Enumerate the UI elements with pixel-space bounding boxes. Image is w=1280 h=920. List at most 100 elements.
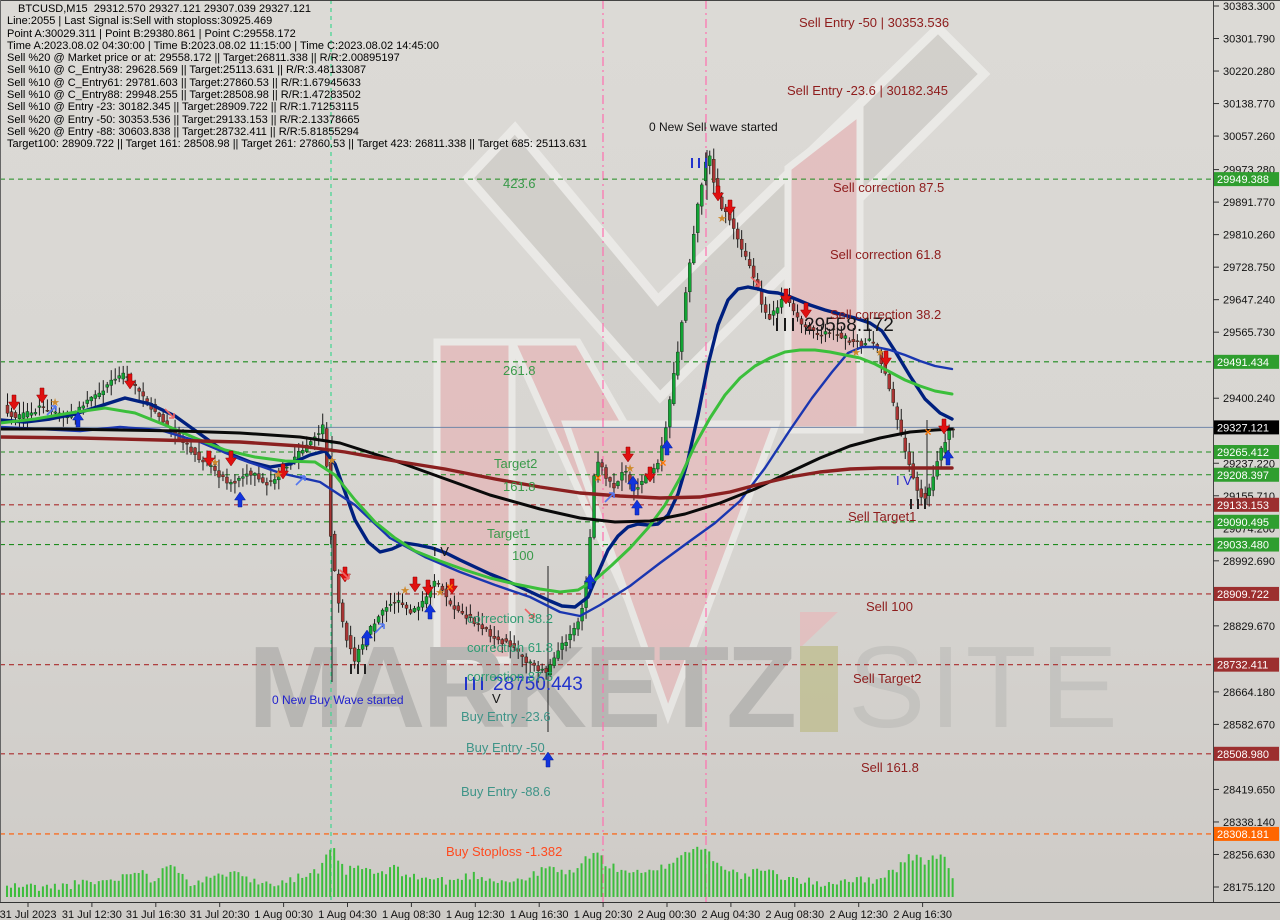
- candle-body: [616, 481, 620, 487]
- volume-bar: [333, 848, 336, 897]
- info-line: Sell %10 @ C_Entry61: 29781.603 || Targe…: [7, 76, 361, 89]
- price-tick-label: 29400.240: [1223, 393, 1275, 405]
- candle-body: [201, 459, 205, 463]
- candle-body: [560, 642, 564, 650]
- candle-body: [859, 340, 864, 347]
- info-line: Sell %20 @ Entry -50: 30353.536 || Targe…: [7, 113, 360, 126]
- volume-bar: [560, 869, 563, 897]
- candle-body: [460, 611, 465, 614]
- candle-body: [213, 466, 217, 471]
- candle-body: [779, 299, 784, 308]
- volume-bar: [644, 872, 647, 897]
- volume-bar: [357, 865, 360, 897]
- volume-bar: [931, 855, 934, 897]
- volume-bar: [69, 889, 72, 897]
- candle-body: [368, 626, 373, 635]
- price-tag-green: [1214, 467, 1279, 482]
- candle-body: [520, 654, 524, 657]
- chart-annotation: V: [492, 691, 501, 706]
- volume-bar: [161, 868, 164, 897]
- price-tick-label: 28829.670: [1223, 621, 1275, 633]
- sell-arrow-icon: [880, 350, 892, 367]
- volume-bar: [189, 886, 192, 897]
- volume-bar: [899, 862, 902, 897]
- candle-body: [161, 414, 165, 423]
- candle-body: [803, 324, 808, 328]
- price-tick-label: 29647.240: [1223, 295, 1275, 307]
- volume-bar: [716, 862, 719, 897]
- price-tag-label: 29265.412: [1217, 447, 1269, 459]
- candle-body: [420, 600, 425, 608]
- candle-body: [528, 661, 532, 664]
- volume-bar: [225, 876, 228, 897]
- volume-bar: [540, 867, 543, 897]
- price-tick-label: 29728.750: [1223, 262, 1275, 274]
- volume-bar: [57, 889, 60, 897]
- time-tick-label: 1 Aug 08:30: [382, 909, 441, 920]
- candle-body: [931, 476, 935, 491]
- volume-bar: [305, 876, 308, 897]
- volume-bar: [25, 884, 28, 897]
- candle-body: [392, 602, 397, 604]
- volume-bar: [596, 852, 599, 897]
- buy-arrow-icon: [942, 449, 954, 466]
- volume-bar: [428, 878, 431, 897]
- candle-body: [189, 446, 193, 453]
- volume-bar: [121, 874, 124, 897]
- volume-bar: [452, 880, 455, 897]
- price-tag-red: [1214, 586, 1279, 601]
- candle-body: [21, 412, 26, 419]
- candle-body: [548, 664, 552, 676]
- volume-bar: [919, 857, 922, 897]
- volume-bar: [664, 868, 667, 897]
- candle-body: [81, 405, 86, 409]
- sell-arrow-icon: [422, 579, 434, 596]
- volume-bar: [201, 882, 204, 897]
- volume-bar: [588, 858, 591, 897]
- volume-bar: [265, 881, 268, 897]
- candle-body: [696, 203, 700, 233]
- volume-bar: [261, 882, 264, 897]
- volume-bar: [712, 861, 715, 897]
- outline-up-arrow-icon: [46, 405, 57, 416]
- star-icon: ★: [625, 463, 635, 475]
- wave-count-tick: [776, 318, 778, 331]
- annotations-layer: 423.6 261.8 Target2 161.8 Target1 100 correcti…: [272, 15, 949, 859]
- time-axis[interactable]: 31 Jul 2023 31 Jul 12:30 31 Jul 16:30 31 Ju…: [0, 902, 1280, 920]
- volume-bar: [97, 881, 100, 897]
- candle-body: [532, 662, 536, 666]
- buy-arrow-icon: [424, 603, 436, 620]
- volume-bar: [325, 854, 328, 897]
- candle-body: [93, 394, 97, 399]
- candle-body: [325, 428, 329, 467]
- volume-bar: [405, 874, 407, 897]
- volume-bar: [552, 867, 555, 897]
- candle-body: [767, 314, 772, 320]
- volume-bar: [397, 866, 400, 897]
- price-tick-label: 28175.120: [1223, 882, 1275, 894]
- wave-count-tick: [924, 499, 926, 509]
- volume-bar: [157, 878, 160, 897]
- star-icon: ★: [851, 347, 861, 359]
- volume-bar: [784, 880, 787, 897]
- candle-body: [488, 629, 492, 637]
- candle-body: [476, 623, 481, 625]
- volume-bar: [943, 856, 946, 897]
- volume-bar: [584, 856, 587, 897]
- buy-arrow-icon: [627, 475, 639, 492]
- candle-body: [384, 607, 389, 612]
- time-tick-label: 1 Aug 16:30: [510, 909, 569, 920]
- candle-body: [117, 375, 121, 379]
- volume-bar: [373, 873, 376, 897]
- volume-bar: [568, 869, 571, 897]
- candle-body: [851, 339, 856, 342]
- candle-body: [867, 338, 872, 341]
- volume-bar: [444, 884, 447, 897]
- candle-body: [596, 461, 600, 477]
- candle-body: [388, 603, 393, 606]
- volume-bar: [217, 873, 220, 897]
- volume-bar: [169, 864, 172, 897]
- outline-up-arrow-icon: [374, 623, 385, 634]
